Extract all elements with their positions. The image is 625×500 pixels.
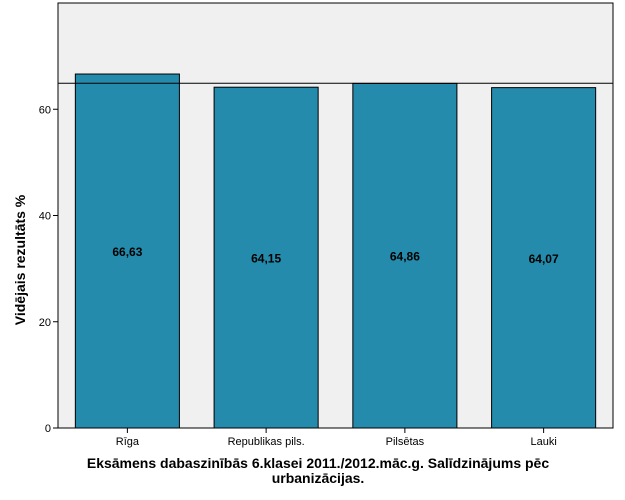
x-axis-ticks: Rīga Republikas pils. Pilsētas Lauki xyxy=(116,428,557,448)
y-tick-label-3: 60 xyxy=(39,104,51,116)
bar-value-label-2: 64,86 xyxy=(390,250,420,264)
chart-title: Eksāmens dabaszinībās 6.klasei 2011./201… xyxy=(86,455,550,486)
y-axis-label: Vidējais rezultāts % xyxy=(12,194,28,326)
bar-value-label-1: 64,15 xyxy=(251,252,281,266)
bar-value-label-0: 66,63 xyxy=(112,245,142,259)
x-tick-label-3: Lauki xyxy=(530,436,556,448)
bar-1 xyxy=(213,86,319,429)
y-axis-ticks: 0 20 40 60 xyxy=(39,104,58,435)
bar-3 xyxy=(491,87,597,429)
bar-0 xyxy=(74,73,180,429)
y-tick-label-0: 0 xyxy=(45,423,51,435)
y-tick-label-1: 20 xyxy=(39,317,51,329)
x-tick-label-0: Rīga xyxy=(116,436,140,448)
x-tick-label-2: Pilsētas xyxy=(386,436,425,448)
y-axis-label-box: Vidējais rezultāts % xyxy=(5,100,35,420)
bar-value-label-3: 64,07 xyxy=(529,252,559,266)
x-tick-label-1: Republikas pils. xyxy=(228,436,305,448)
bars: 66,63 64,15 64,86 64,07 xyxy=(74,73,597,429)
bar-2 xyxy=(352,82,458,429)
y-tick-label-2: 40 xyxy=(39,211,51,223)
